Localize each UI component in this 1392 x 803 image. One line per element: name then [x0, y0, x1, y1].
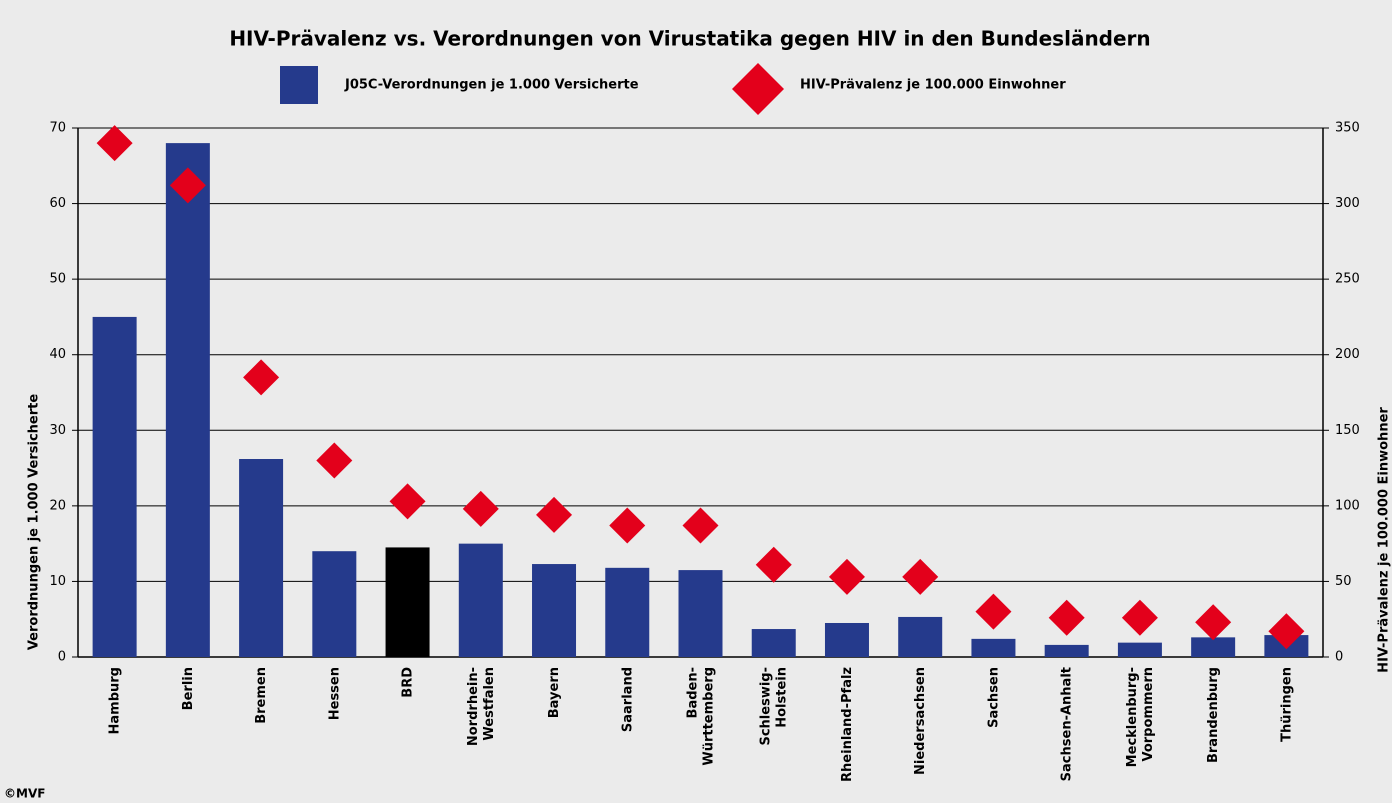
bar: [458, 543, 503, 657]
diamond-marker: [682, 507, 719, 544]
y2-tick-label: 200: [1335, 347, 1360, 362]
bar: [898, 616, 943, 657]
y-tick-label: 0: [58, 650, 66, 665]
source: ©MVF: [4, 787, 45, 801]
x-tick-label: Saarland: [620, 667, 635, 732]
bar: [751, 629, 796, 657]
y-tick-label: 50: [49, 272, 66, 287]
diamond-marker: [96, 125, 133, 162]
legend-swatch: [732, 63, 784, 115]
y-tick-label: 20: [49, 498, 66, 513]
y-tick-label: 30: [49, 423, 66, 438]
x-tick-label: BRD: [400, 667, 415, 698]
bar: [165, 143, 210, 658]
x-tick-label: Sachsen: [986, 667, 1001, 728]
y2-tick-label: 100: [1335, 498, 1360, 513]
x-tick-label: Sachsen-Anhalt: [1059, 667, 1074, 781]
y2-tick-label: 350: [1335, 121, 1360, 136]
diamond-marker: [902, 558, 939, 595]
y-axis-title: Verordnungen je 1.000 Versicherte: [27, 394, 42, 651]
y-tick-label: 10: [49, 574, 66, 589]
bar: [1117, 642, 1162, 657]
x-tick-label: Schleswig-Holstein: [758, 667, 789, 746]
y-tick-label: 40: [49, 347, 66, 362]
diamond-marker: [389, 483, 426, 520]
x-tick-label: Hamburg: [107, 667, 122, 734]
diamond-marker: [975, 593, 1012, 630]
bar: [1191, 637, 1236, 657]
bar: [1044, 644, 1089, 657]
bar: [385, 547, 430, 657]
y2-tick-label: 300: [1335, 196, 1360, 211]
y2-tick-label: 0: [1335, 650, 1343, 665]
diamond-marker: [316, 442, 353, 479]
bar: [605, 567, 650, 657]
bar: [532, 564, 577, 657]
legend-label: J05C-Verordnungen je 1.000 Versicherte: [344, 78, 639, 93]
diamond-marker: [1048, 599, 1085, 636]
bar: [971, 638, 1016, 657]
bar: [824, 622, 869, 657]
y2-axis-title: HIV-Prävalenz je 100.000 Einwohner: [1377, 407, 1392, 673]
bar: [678, 570, 723, 657]
x-tick-label: Niedersachsen: [913, 667, 928, 775]
x-tick-label: Bayern: [547, 667, 562, 718]
y-tick-label: 70: [49, 121, 66, 136]
bar: [312, 551, 357, 657]
diamond-marker: [1268, 613, 1305, 650]
y2-tick-label: 50: [1335, 574, 1352, 589]
legend-label: HIV-Prävalenz je 100.000 Einwohner: [800, 78, 1066, 93]
x-tick-label: Bremen: [254, 667, 269, 724]
y-tick-label: 60: [49, 196, 66, 211]
diamond-marker: [755, 546, 792, 583]
x-tick-label: Brandenburg: [1206, 667, 1221, 763]
diamond-marker: [609, 507, 646, 544]
x-tick-label: Hessen: [327, 667, 342, 720]
x-tick-label: Rheinland-Pfalz: [839, 667, 854, 782]
chart-title: HIV-Prävalenz vs. Verordnungen von Virus…: [229, 27, 1150, 51]
y2-tick-label: 250: [1335, 272, 1360, 287]
diamond-marker: [536, 496, 573, 533]
diamond-marker: [243, 359, 280, 396]
x-tick-label: Baden-Württemberg: [685, 667, 716, 766]
bar: [239, 459, 284, 657]
legend-swatch: [280, 66, 318, 104]
x-tick-label: Thüringen: [1279, 667, 1294, 742]
diamond-marker: [169, 167, 206, 204]
y2-tick-label: 150: [1335, 423, 1360, 438]
diamond-marker: [1195, 604, 1232, 641]
x-tick-label: Berlin: [180, 667, 195, 710]
x-tick-label: Mecklenburg-Vorpommern: [1124, 667, 1155, 767]
diamond-marker: [1121, 599, 1158, 636]
bar: [92, 316, 137, 657]
diamond-marker: [462, 490, 499, 527]
x-tick-label: Nordrhein-Westfalen: [465, 667, 496, 746]
diamond-marker: [828, 558, 865, 595]
